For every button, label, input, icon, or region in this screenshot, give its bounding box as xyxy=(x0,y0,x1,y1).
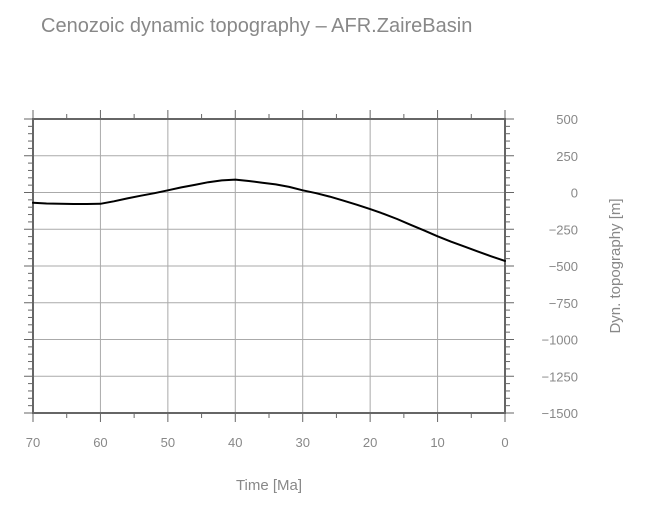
x-tick-label: 10 xyxy=(430,435,444,450)
y-tick-label: −1000 xyxy=(541,333,578,348)
x-tick-label: 70 xyxy=(26,435,40,450)
y-tick-label: −250 xyxy=(549,222,578,237)
plot-frame xyxy=(32,118,506,414)
y-tick-label: 250 xyxy=(556,149,578,164)
y-axis-label: Dyn. topography [m] xyxy=(607,198,624,333)
y-tick-labels: 500 250 0 −250 −500 −750 −1000 −1250 −1500 xyxy=(541,112,578,421)
series-layer xyxy=(32,178,506,262)
x-tick-label: 40 xyxy=(228,435,242,450)
series-line xyxy=(32,178,506,262)
grid-lines xyxy=(33,119,505,413)
x-tick-label: 20 xyxy=(363,435,377,450)
x-tick-label: 0 xyxy=(501,435,508,450)
y-tick-label: −1500 xyxy=(541,406,578,421)
x-tick-label: 60 xyxy=(93,435,107,450)
x-axis-label: Time [Ma] xyxy=(236,477,302,494)
x-tick-labels: 70 60 50 40 30 20 10 0 xyxy=(26,435,509,450)
chart-title: Cenozoic dynamic topography – AFR.ZaireB… xyxy=(41,15,473,37)
y-tick-label: 500 xyxy=(556,112,578,127)
x-tick-label: 30 xyxy=(295,435,309,450)
y-tick-label: −500 xyxy=(549,259,578,274)
y-tick-label: 0 xyxy=(571,186,578,201)
y-tick-label: −750 xyxy=(549,296,578,311)
x-tick-label: 50 xyxy=(161,435,175,450)
y-tick-label: −1250 xyxy=(541,369,578,384)
